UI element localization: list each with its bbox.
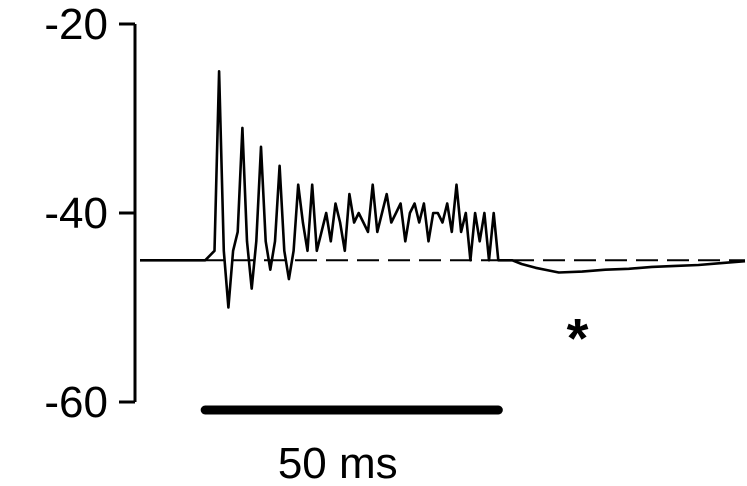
series-line-0 xyxy=(140,70,746,309)
time-scale-bar: 50 ms xyxy=(200,405,503,486)
y-tick-label: -20 xyxy=(44,0,108,49)
scale-bar-label: 50 ms xyxy=(278,439,398,486)
y-tick-label: -40 xyxy=(44,189,108,238)
y-tick-label: -60 xyxy=(44,378,108,427)
voltage-trace xyxy=(140,70,746,309)
asterisk-annotation: * xyxy=(567,307,589,370)
y-axis: -20 -40 -60 xyxy=(44,0,137,427)
